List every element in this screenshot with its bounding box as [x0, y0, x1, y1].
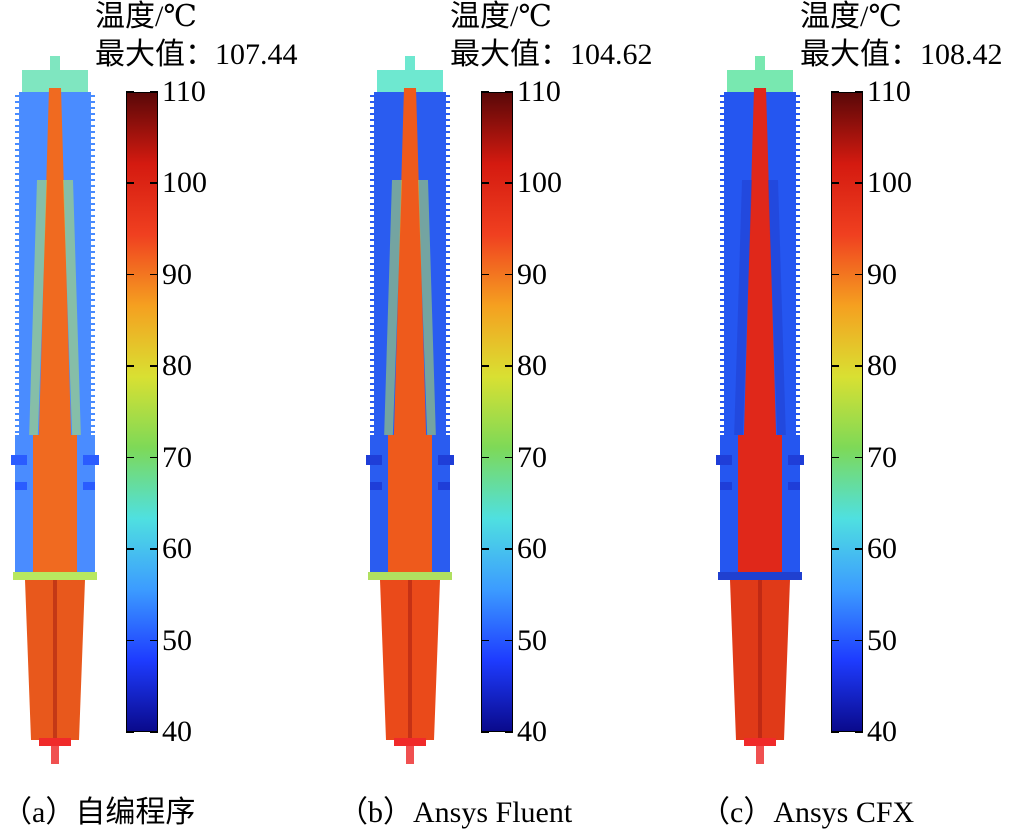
- tick-60: 60: [126, 532, 301, 566]
- tick-label: 60: [162, 532, 192, 566]
- tick-label: 110: [517, 75, 561, 108]
- tick-50: 50: [481, 624, 656, 658]
- scale-title: 温度/℃: [450, 0, 552, 33]
- tick-label: 50: [162, 623, 192, 657]
- tick-70: 70: [831, 441, 1006, 475]
- tick-100: 100: [831, 166, 1006, 200]
- flange-right: [788, 482, 800, 490]
- tick-label: 40: [162, 715, 192, 748]
- scale-title: 温度/℃: [800, 0, 902, 33]
- top-terminal: [755, 56, 765, 70]
- tick-label: 100: [517, 166, 562, 200]
- tick-label: 80: [517, 349, 547, 383]
- tick-label: 80: [162, 349, 192, 383]
- tick-110: 110: [831, 75, 1006, 109]
- colorbar: [126, 92, 158, 732]
- tick-label: 70: [162, 440, 192, 474]
- top-cap: [377, 70, 443, 92]
- tick-90: 90: [831, 258, 1006, 292]
- tick-110: 110: [126, 75, 301, 109]
- caption: （c）Ansys CFX: [700, 796, 915, 829]
- tick-label: 50: [867, 623, 897, 657]
- tick-label: 60: [867, 532, 897, 566]
- tick-40: 40: [831, 715, 1006, 749]
- tick-80: 80: [126, 349, 301, 383]
- tick-label: 90: [162, 257, 192, 291]
- tick-label: 70: [867, 440, 897, 474]
- bottom-terminal: [51, 746, 59, 764]
- caption: （a）自编程序: [2, 796, 196, 829]
- bottom-plate: [744, 738, 776, 746]
- ground-ring: [368, 572, 452, 580]
- flange-right: [83, 482, 95, 490]
- tick-110: 110: [481, 75, 656, 109]
- tick-label: 110: [162, 75, 206, 108]
- lower-core: [33, 435, 77, 575]
- tick-50: 50: [831, 624, 1006, 658]
- ground-ring: [718, 572, 802, 580]
- tick-60: 60: [831, 532, 1006, 566]
- top-cap: [22, 70, 88, 92]
- panel-c: 温度/℃ 最大值：108.42 110 100 90 80 70 60 50 40 （c）An…: [700, 0, 1035, 836]
- bushing-temperature-field: [11, 56, 99, 764]
- bottom-plate: [39, 738, 71, 746]
- tick-label: 110: [867, 75, 911, 108]
- flange-right: [788, 455, 804, 465]
- bushing-temperature-field: [716, 56, 804, 764]
- lower-core: [388, 435, 432, 575]
- flange-left: [11, 455, 27, 465]
- tick-label: 50: [517, 623, 547, 657]
- top-terminal: [405, 56, 415, 70]
- caption: （b）Ansys Fluent: [338, 796, 573, 829]
- ground-ring: [13, 572, 97, 580]
- panel-b: 温度/℃ 最大值：104.62 110 100 90 80 70 60 50 40 （b）An…: [338, 0, 700, 836]
- top-cap: [727, 70, 793, 92]
- flange-right: [438, 482, 450, 490]
- tick-label: 100: [162, 166, 207, 200]
- flange-left: [370, 482, 382, 490]
- colorbar: [481, 92, 513, 732]
- tick-label: 80: [867, 349, 897, 383]
- flange-left: [720, 482, 732, 490]
- tick-label: 60: [517, 532, 547, 566]
- tick-label: 40: [517, 715, 547, 748]
- flange-right: [438, 455, 454, 465]
- flange-right: [83, 455, 99, 465]
- tick-label: 40: [867, 715, 897, 748]
- lower-core: [738, 435, 782, 575]
- tick-label: 90: [867, 257, 897, 291]
- tick-90: 90: [126, 258, 301, 292]
- scale-title: 温度/℃: [95, 0, 197, 33]
- center-line: [408, 580, 412, 740]
- tick-100: 100: [126, 166, 301, 200]
- tick-50: 50: [126, 624, 301, 658]
- panel-a: 温度/℃ 最大值：107.44 110 100 90 80 70 60 50 40 （a）自编…: [0, 0, 345, 836]
- bottom-terminal: [756, 746, 764, 764]
- flange-left: [366, 455, 382, 465]
- tick-40: 40: [481, 715, 656, 749]
- center-line: [758, 580, 762, 740]
- tick-label: 70: [517, 440, 547, 474]
- max-value-label: 最大值：107.44: [95, 38, 298, 71]
- tick-label: 100: [867, 166, 912, 200]
- center-line: [53, 580, 57, 740]
- bottom-terminal: [406, 746, 414, 764]
- tick-label: 90: [517, 257, 547, 291]
- tick-80: 80: [481, 349, 656, 383]
- tick-60: 60: [481, 532, 656, 566]
- tick-90: 90: [481, 258, 656, 292]
- flange-left: [716, 455, 732, 465]
- tick-70: 70: [126, 441, 301, 475]
- max-value-label: 最大值：108.42: [800, 38, 1003, 71]
- top-terminal: [50, 56, 60, 70]
- tick-100: 100: [481, 166, 656, 200]
- max-value-label: 最大值：104.62: [450, 38, 653, 71]
- colorbar: [831, 92, 863, 732]
- tick-40: 40: [126, 715, 301, 749]
- bushing-temperature-field: [366, 56, 454, 764]
- tick-70: 70: [481, 441, 656, 475]
- tick-80: 80: [831, 349, 1006, 383]
- bottom-plate: [394, 738, 426, 746]
- flange-left: [15, 482, 27, 490]
